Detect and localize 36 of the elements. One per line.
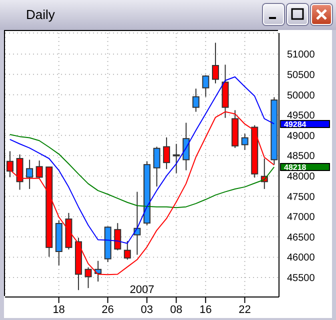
data-label: 48218 bbox=[280, 163, 330, 172]
y-tick-label: 48000 bbox=[287, 172, 316, 183]
candlestick bbox=[16, 154, 24, 190]
y-tick-label: 46500 bbox=[287, 232, 316, 244]
candlestick bbox=[124, 240, 131, 260]
annotation: 2007 bbox=[128, 284, 156, 296]
y-tick-label: 49000 bbox=[287, 130, 316, 142]
candlestick bbox=[163, 136, 170, 170]
candlestick bbox=[172, 143, 180, 174]
line-series bbox=[9, 134, 275, 208]
candlestick bbox=[192, 88, 200, 112]
x-tick-label: 26 bbox=[102, 304, 114, 316]
candlestick bbox=[26, 159, 34, 190]
y-tick-label: 46000 bbox=[287, 252, 316, 264]
candlestick bbox=[114, 222, 122, 251]
y-tick-label: 48500 bbox=[287, 151, 316, 162]
x-tick-label: 18 bbox=[52, 304, 65, 316]
x-tick-label: 08 bbox=[170, 304, 182, 316]
candlestick bbox=[212, 42, 219, 84]
candlestick bbox=[241, 133, 248, 150]
x-tick-label: 03 bbox=[140, 304, 154, 316]
candlestick bbox=[182, 122, 190, 171]
y-tick-label: 47000 bbox=[287, 212, 316, 224]
y-tick-label: 50500 bbox=[287, 70, 316, 81]
y-tick-label: 50000 bbox=[287, 90, 316, 102]
candlestick bbox=[202, 74, 210, 98]
candlestick bbox=[36, 160, 43, 178]
y-tick-label: 45500 bbox=[287, 273, 316, 284]
data-label: 49284 bbox=[280, 120, 330, 129]
chart-title: Daily bbox=[26, 7, 55, 22]
x-tick-label: 22 bbox=[238, 304, 251, 316]
y-tick-label: 51000 bbox=[287, 50, 316, 61]
candlestick bbox=[153, 146, 160, 188]
y-tick-label: 49500 bbox=[287, 110, 316, 122]
y-tick-label: 47500 bbox=[287, 192, 316, 203]
x-tick-label: 16 bbox=[199, 304, 212, 316]
